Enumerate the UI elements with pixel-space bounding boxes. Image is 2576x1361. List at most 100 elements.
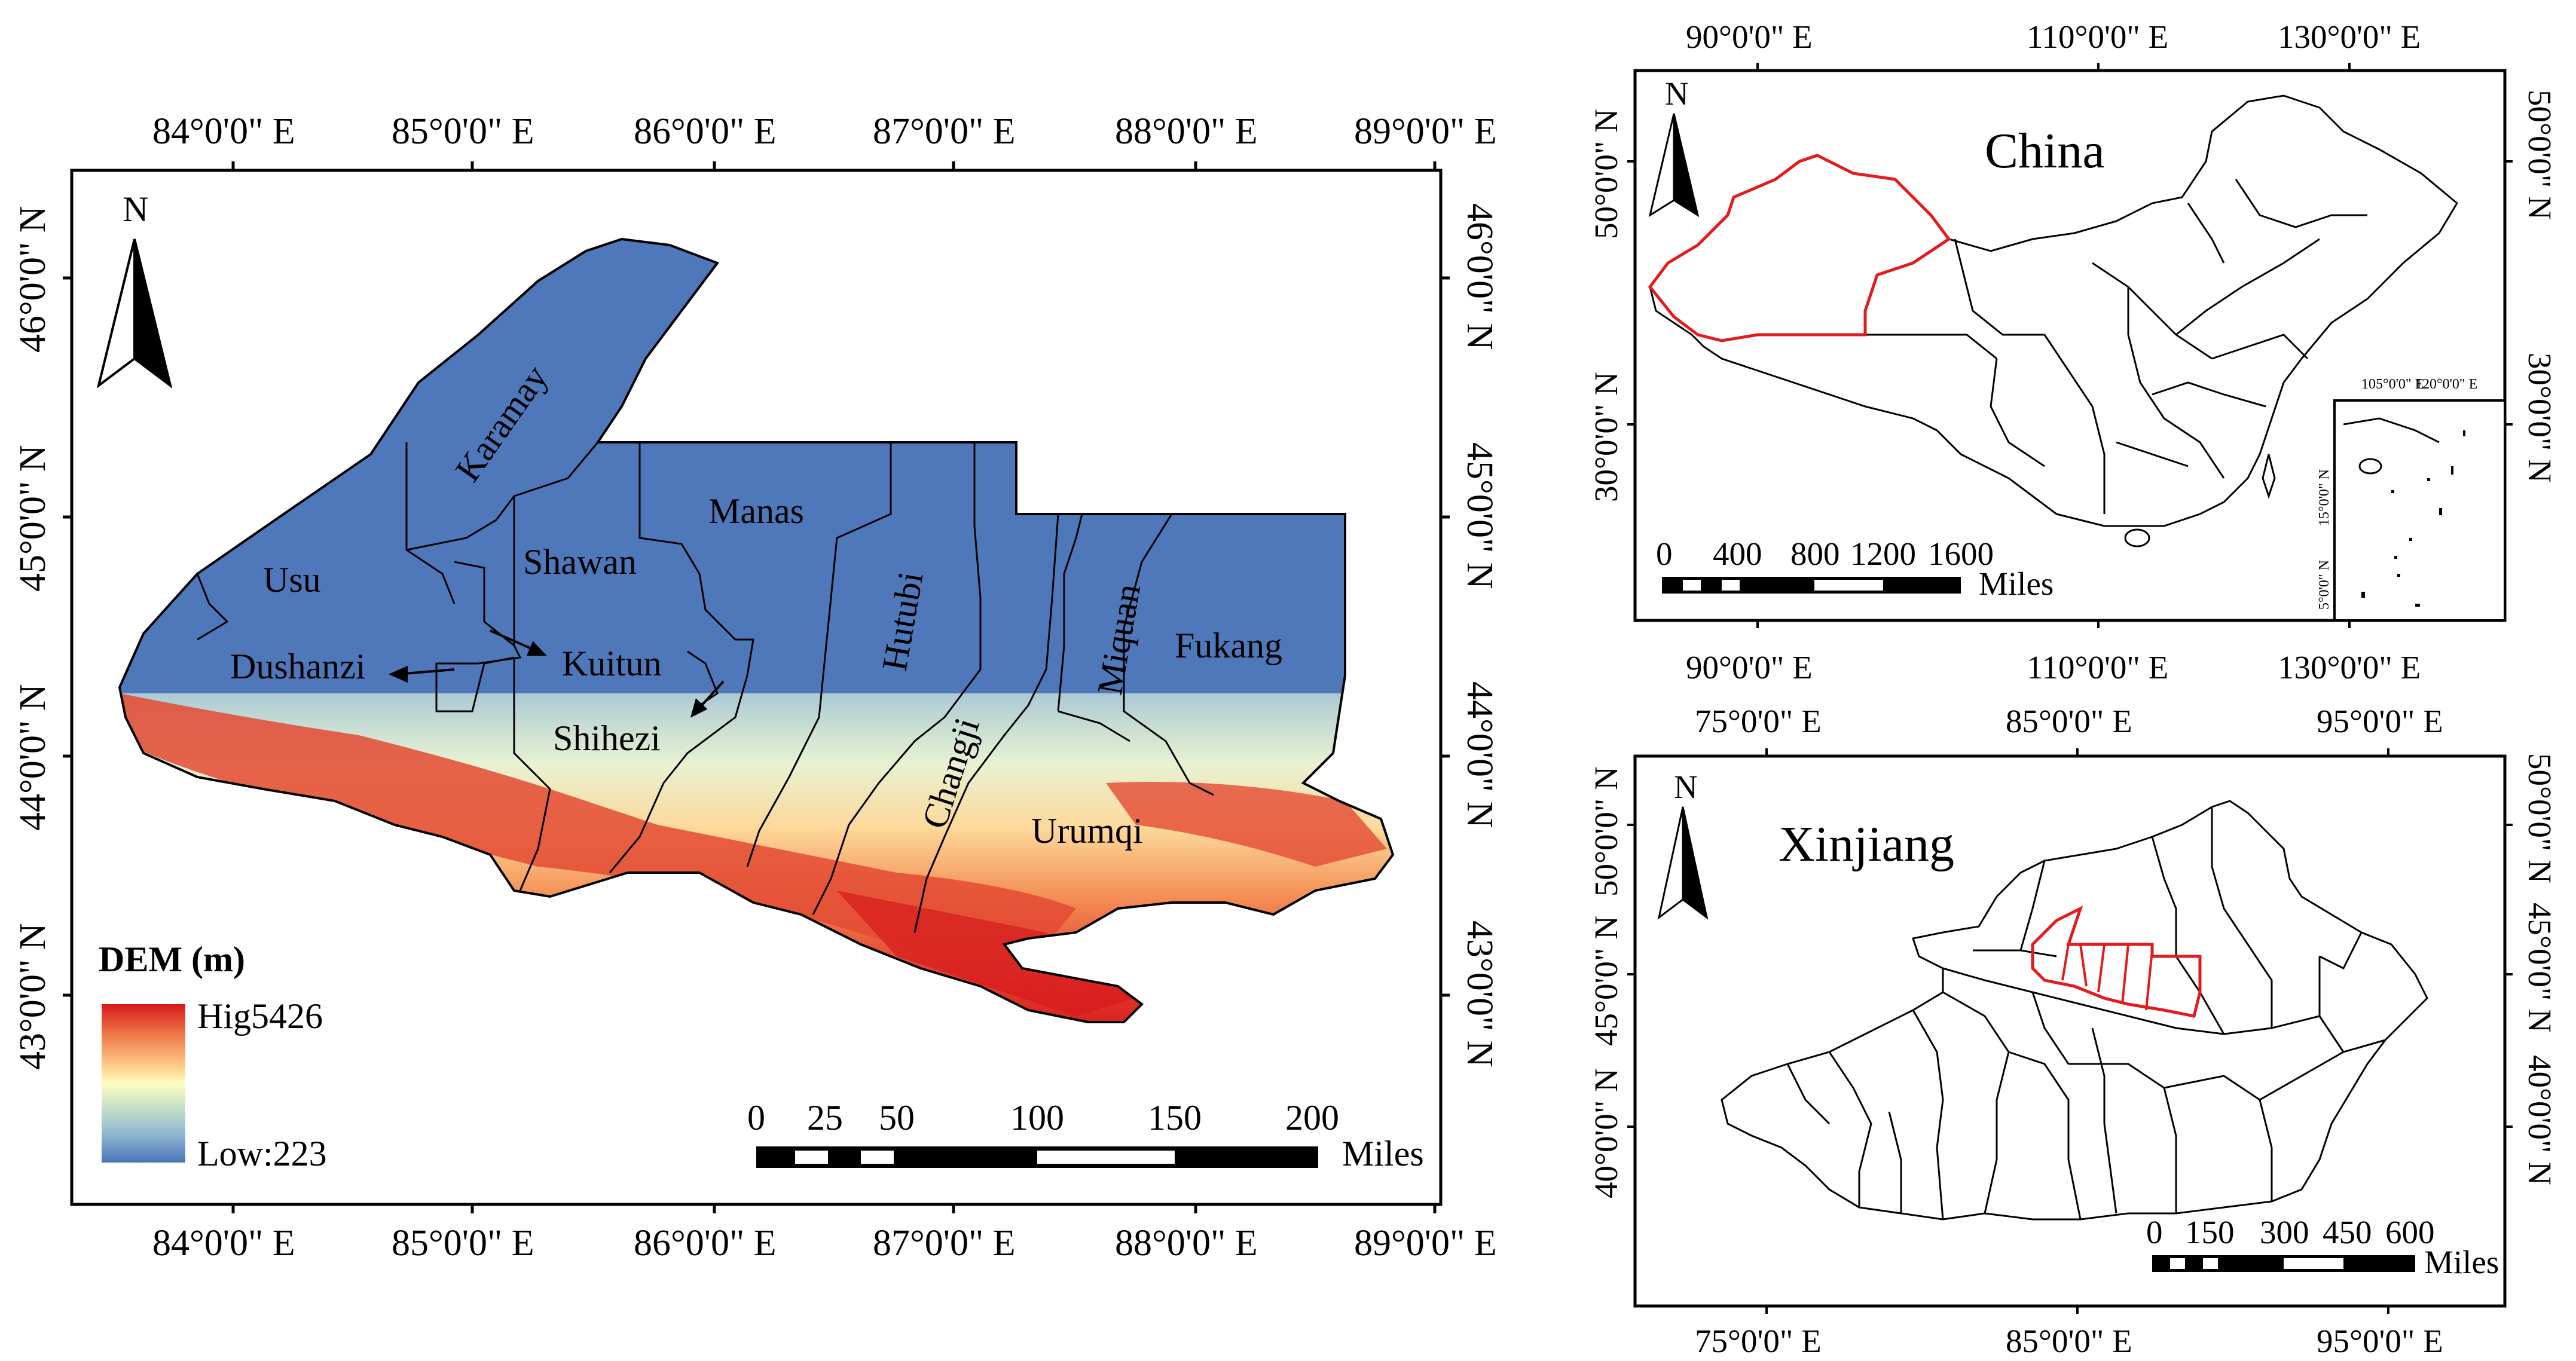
svg-text:43°0'0" N: 43°0'0" N: [1459, 920, 1500, 1068]
svg-text:150: 150: [1148, 1098, 1202, 1137]
svg-text:95°0'0" E: 95°0'0" E: [2317, 703, 2443, 739]
main-map: Karamay Usu Shawan Manas Hutubi Miquan F…: [13, 111, 1500, 1264]
svg-text:87°0'0" E: 87°0'0" E: [873, 1223, 1016, 1264]
china-lon-labels-bottom: 90°0'0" E 110°0'0" E 130°0'0" E: [1686, 649, 2421, 686]
xinjiang-map: Xinjiang: [1588, 703, 2558, 1359]
svg-text:85°0'0" E: 85°0'0" E: [2006, 1323, 2132, 1359]
svg-text:45°0'0" N: 45°0'0" N: [2522, 903, 2558, 1033]
china-north-arrow-icon: N: [1648, 75, 1700, 218]
china-scale-bar: 0 400 800 1200 1600 Miles: [1656, 536, 2054, 602]
svg-text:84°0'0" E: 84°0'0" E: [152, 111, 295, 152]
svg-text:50°0'0" N: 50°0'0" N: [2522, 753, 2558, 883]
svg-text:50: 50: [879, 1098, 915, 1137]
svg-text:45°0'0" N: 45°0'0" N: [1588, 916, 1624, 1046]
main-lat-labels-right: 46°0'0" N 45°0'0" N 44°0'0" N 43°0'0" N: [1459, 203, 1500, 1068]
svg-text:44°0'0" N: 44°0'0" N: [13, 684, 53, 831]
svg-text:110°0'0" E: 110°0'0" E: [2027, 19, 2168, 55]
label-shihezi: Shihezi: [553, 718, 661, 758]
label-dushanzi: Dushanzi: [230, 647, 366, 686]
main-lon-labels-top: 84°0'0" E 85°0'0" E 86°0'0" E 87°0'0" E …: [152, 111, 1497, 152]
china-xinjiang-highlight: [1648, 154, 1951, 342]
svg-text:89°0'0" E: 89°0'0" E: [1354, 111, 1497, 152]
xinjiang-scale-bar: 0 150 300 450 600 Miles: [2146, 1214, 2499, 1280]
main-lon-labels-bottom: 84°0'0" E 85°0'0" E 86°0'0" E 87°0'0" E …: [152, 1223, 1497, 1264]
china-map: China 105°0'0" E 120°0'0" E 1: [1588, 19, 2558, 686]
svg-text:46°0'0" N: 46°0'0" N: [1459, 203, 1500, 350]
svg-text:75°0'0" E: 75°0'0" E: [1695, 1323, 1822, 1359]
china-lon-labels-top: 90°0'0" E 110°0'0" E 130°0'0" E: [1686, 19, 2421, 55]
svg-text:Miles: Miles: [1342, 1134, 1424, 1173]
svg-text:30°0'0" N: 30°0'0" N: [2522, 353, 2558, 483]
svg-text:15°0'0" N: 15°0'0" N: [2317, 469, 2332, 526]
xinjiang-outline: [1721, 800, 2428, 1221]
svg-text:1600: 1600: [1928, 536, 1994, 572]
main-lat-labels-left: 46°0'0" N 45°0'0" N 44°0'0" N 43°0'0" N: [13, 206, 53, 1070]
main-ticks: [63, 161, 1450, 1213]
legend-low: Low:223: [197, 1134, 327, 1173]
svg-text:110°0'0" E: 110°0'0" E: [2027, 649, 2168, 686]
svg-text:88°0'0" E: 88°0'0" E: [1115, 111, 1258, 152]
svg-text:800: 800: [1790, 536, 1840, 572]
svg-text:85°0'0" E: 85°0'0" E: [392, 111, 534, 152]
svg-text:95°0'0" E: 95°0'0" E: [2317, 1323, 2443, 1359]
legend-color-ramp: [102, 1004, 185, 1163]
svg-text:43°0'0" N: 43°0'0" N: [13, 923, 53, 1070]
svg-text:86°0'0" E: 86°0'0" E: [634, 1223, 777, 1264]
xinjiang-study-area-highlight: [2031, 906, 2202, 1018]
svg-text:25: 25: [807, 1098, 843, 1137]
svg-text:75°0'0" E: 75°0'0" E: [1695, 703, 1822, 739]
svg-text:200: 200: [1285, 1098, 1339, 1137]
china-lat-labels-right: 50°0'0" N 30°0'0" N: [2522, 90, 2558, 483]
svg-text:0: 0: [1656, 536, 1673, 572]
svg-text:90°0'0" E: 90°0'0" E: [1686, 649, 1813, 686]
china-inset: 105°0'0" E 120°0'0" E 15°0'0" N 5°0'0" N: [2317, 377, 2506, 622]
svg-text:45°0'0" N: 45°0'0" N: [1459, 442, 1500, 589]
svg-text:86°0'0" E: 86°0'0" E: [634, 111, 777, 152]
svg-text:84°0'0" E: 84°0'0" E: [152, 1223, 295, 1264]
svg-text:87°0'0" E: 87°0'0" E: [873, 111, 1016, 152]
svg-text:30°0'0" N: 30°0'0" N: [1588, 372, 1624, 502]
label-fukang: Fukang: [1175, 626, 1282, 665]
svg-text:45°0'0" N: 45°0'0" N: [13, 445, 53, 592]
svg-text:44°0'0" N: 44°0'0" N: [1459, 681, 1500, 828]
xinjiang-lon-labels-top: 75°0'0" E 85°0'0" E 95°0'0" E: [1695, 703, 2443, 739]
xinjiang-map-frame: [1633, 754, 2507, 1308]
svg-text:85°0'0" E: 85°0'0" E: [2006, 703, 2132, 739]
label-kuitun: Kuitun: [562, 644, 662, 683]
svg-text:120°0'0" E: 120°0'0" E: [2415, 377, 2477, 392]
main-map-frame: [70, 169, 1443, 1206]
svg-text:Miles: Miles: [2424, 1244, 2499, 1280]
label-shawan: Shawan: [523, 542, 637, 582]
svg-text:5°0'0" N: 5°0'0" N: [2317, 560, 2332, 610]
svg-text:300: 300: [2260, 1214, 2309, 1250]
svg-text:46°0'0" N: 46°0'0" N: [13, 206, 53, 353]
label-usu: Usu: [263, 560, 321, 600]
svg-text:N: N: [123, 189, 148, 229]
svg-text:50°0'0" N: 50°0'0" N: [1588, 109, 1624, 239]
svg-text:88°0'0" E: 88°0'0" E: [1115, 1223, 1258, 1264]
xinjiang-lat-labels-right: 50°0'0" N 45°0'0" N 40°0'0" N: [2522, 753, 2558, 1185]
main-scale-bar: 0 25 50 100 150 200 Miles: [747, 1098, 1424, 1173]
svg-text:130°0'0" E: 130°0'0" E: [2278, 19, 2421, 55]
legend-high: Hig5426: [197, 996, 323, 1036]
dem-legend: DEM (m) Hig5426 Low:223: [99, 940, 327, 1173]
svg-text:150: 150: [2185, 1214, 2235, 1250]
label-arrows: [389, 629, 725, 718]
svg-text:400: 400: [1713, 536, 1762, 572]
xinjiang-north-arrow-icon: N: [1657, 769, 1709, 920]
xinjiang-lon-labels-bottom: 75°0'0" E 85°0'0" E 95°0'0" E: [1695, 1323, 2443, 1359]
svg-text:50°0'0" N: 50°0'0" N: [1588, 766, 1624, 897]
study-area-outline: [118, 237, 1395, 1023]
svg-text:Miles: Miles: [1979, 565, 2054, 602]
svg-text:85°0'0" E: 85°0'0" E: [392, 1223, 534, 1264]
xinjiang-lat-labels-left: 50°0'0" N 45°0'0" N 40°0'0" N: [1588, 766, 1624, 1198]
china-provinces: [1865, 179, 2367, 514]
svg-text:50°0'0" N: 50°0'0" N: [2522, 90, 2558, 220]
svg-text:0: 0: [2146, 1214, 2163, 1250]
china-title: China: [1985, 123, 2105, 179]
north-arrow-icon: N: [96, 189, 173, 389]
legend-title: DEM (m): [99, 940, 245, 979]
county-boundaries: [196, 442, 1214, 933]
xinjiang-counties: [1786, 807, 2386, 1220]
